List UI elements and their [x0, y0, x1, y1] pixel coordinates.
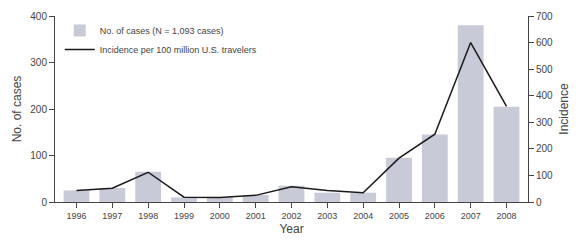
svg-text:2007: 2007: [461, 211, 481, 221]
svg-text:2004: 2004: [353, 211, 373, 221]
svg-text:2006: 2006: [425, 211, 445, 221]
svg-text:2000: 2000: [210, 211, 230, 221]
svg-text:700: 700: [536, 11, 553, 22]
svg-text:Incidence: Incidence: [557, 83, 571, 135]
svg-text:1996: 1996: [66, 211, 86, 221]
svg-text:100: 100: [536, 170, 553, 181]
svg-text:1999: 1999: [174, 211, 194, 221]
svg-text:400: 400: [536, 90, 553, 101]
svg-text:1998: 1998: [138, 211, 158, 221]
svg-text:Year: Year: [279, 222, 303, 236]
svg-text:2005: 2005: [389, 211, 409, 221]
svg-text:200: 200: [536, 143, 553, 154]
svg-text:Incidence per 100 million U.S.: Incidence per 100 million U.S. travelers: [100, 45, 257, 55]
svg-text:500: 500: [536, 64, 553, 75]
svg-text:2002: 2002: [281, 211, 301, 221]
svg-text:100: 100: [30, 150, 47, 161]
svg-text:600: 600: [536, 37, 553, 48]
svg-text:300: 300: [30, 57, 47, 68]
svg-text:2008: 2008: [496, 211, 516, 221]
svg-text:400: 400: [30, 11, 47, 22]
svg-text:200: 200: [30, 104, 47, 115]
svg-text:1997: 1997: [102, 211, 122, 221]
svg-text:No. of cases: No. of cases: [10, 76, 24, 143]
svg-text:No. of cases (N = 1,093 cases): No. of cases (N = 1,093 cases): [100, 26, 224, 36]
svg-text:300: 300: [536, 117, 553, 128]
svg-text:0: 0: [41, 197, 47, 208]
svg-text:2001: 2001: [246, 211, 266, 221]
svg-text:0: 0: [536, 197, 542, 208]
svg-text:2003: 2003: [317, 211, 337, 221]
